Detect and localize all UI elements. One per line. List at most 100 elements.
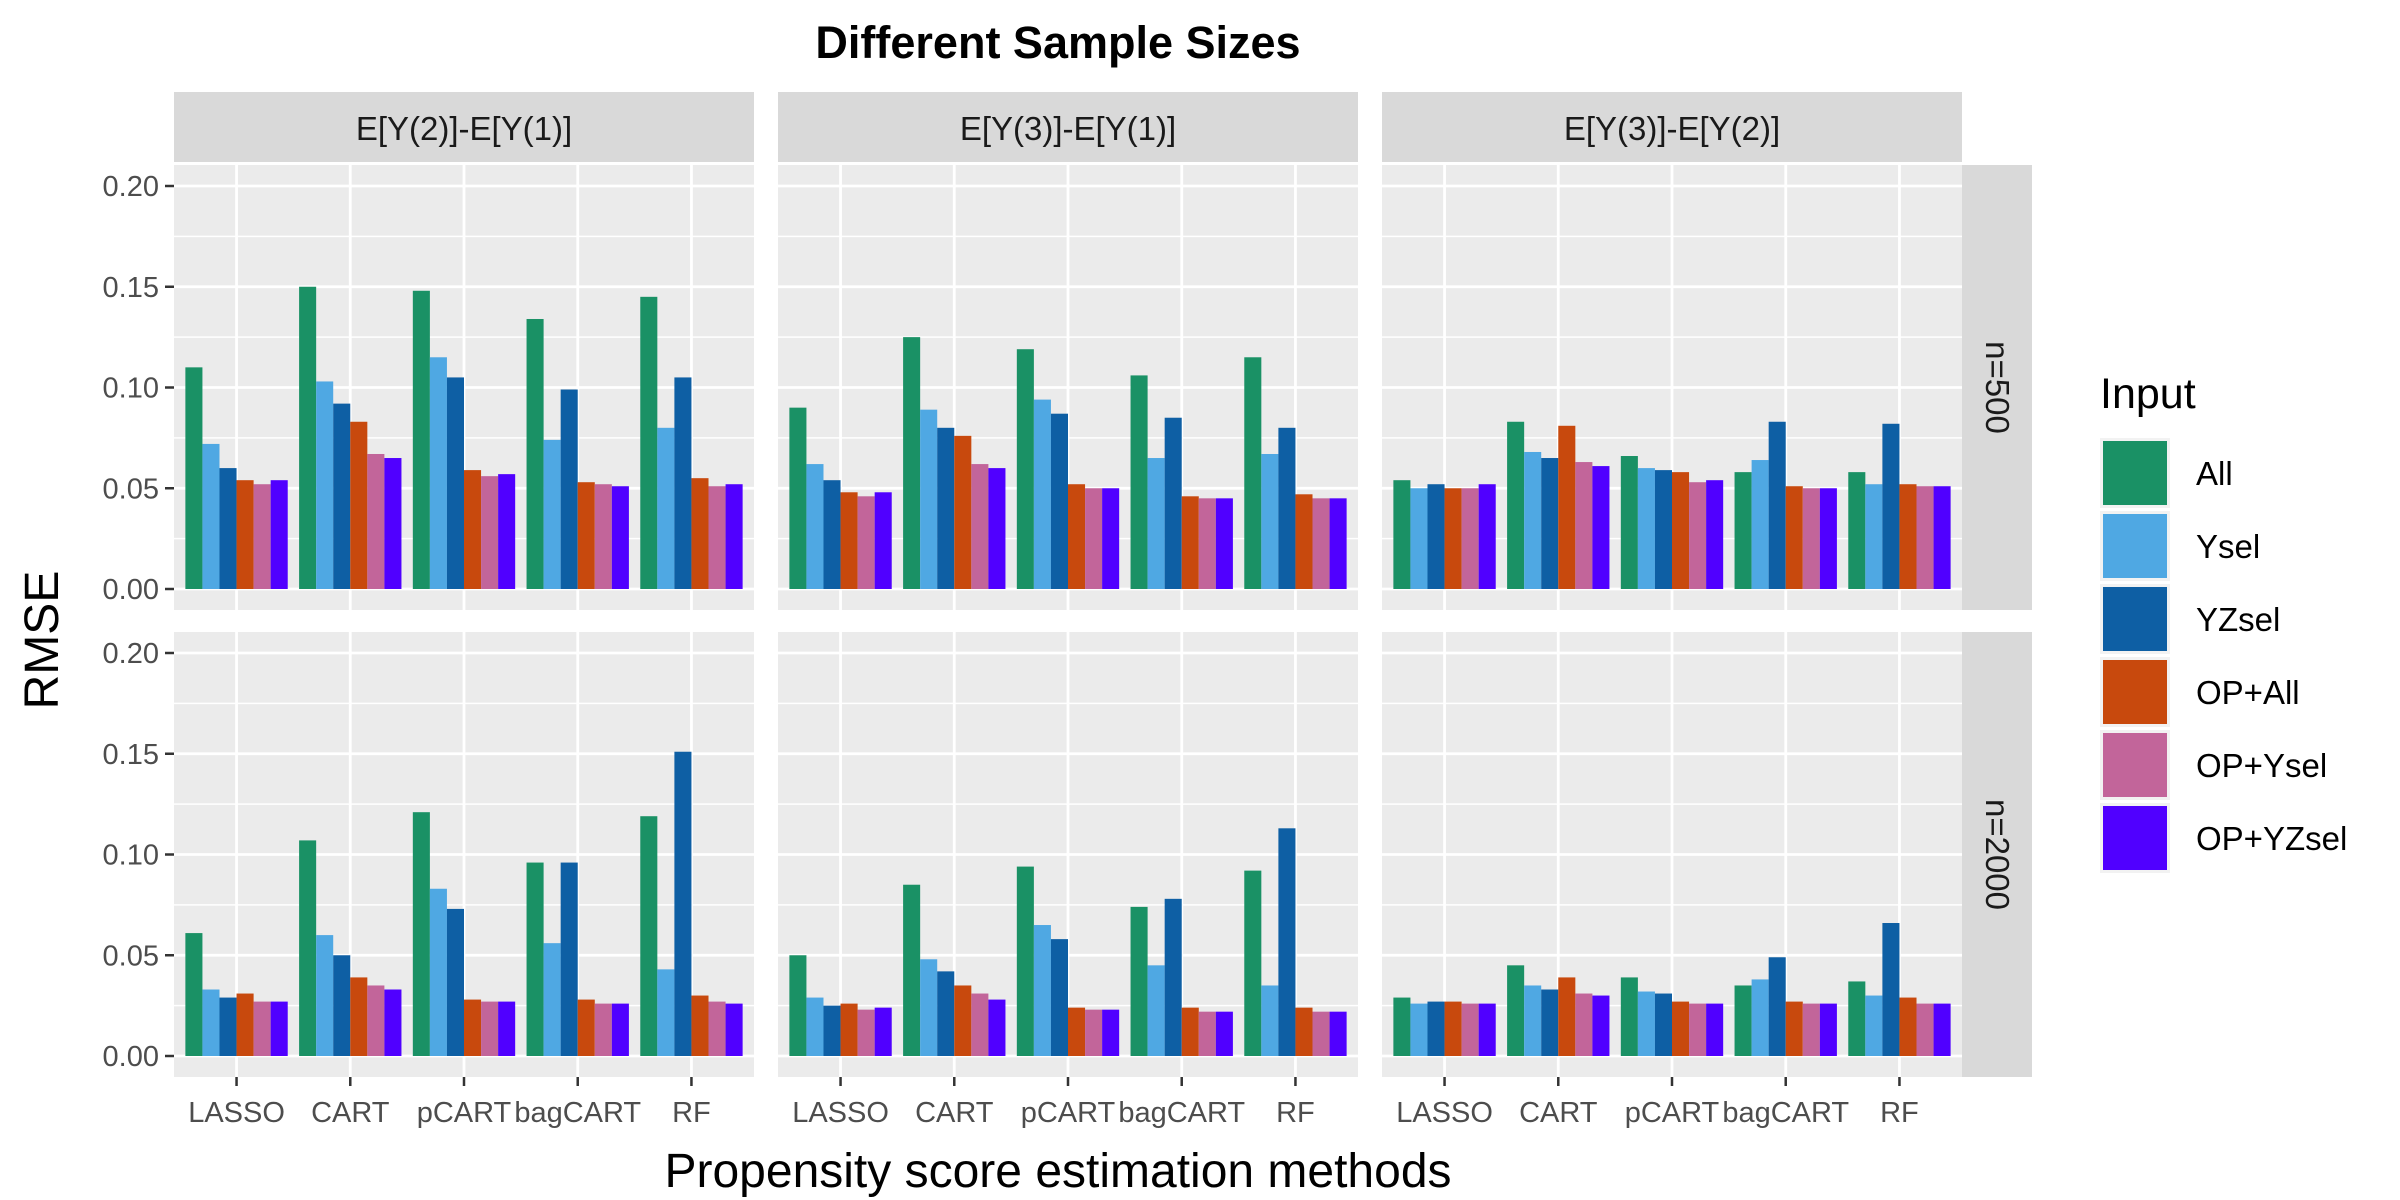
- y-axis-title: RMSE: [16, 571, 69, 710]
- bar-op-yzsel: [1102, 1009, 1120, 1056]
- bar-op-all: [350, 421, 368, 589]
- x-tick-label: pCART: [1625, 1097, 1720, 1129]
- bar-op-ysel: [1916, 1003, 1934, 1056]
- bar-op-yzsel: [611, 1003, 629, 1056]
- bar-all: [412, 812, 430, 1056]
- bar-op-all: [1444, 488, 1462, 589]
- bar-all: [1734, 985, 1752, 1056]
- bar-op-yzsel: [1706, 480, 1724, 589]
- bar-all: [1016, 866, 1034, 1056]
- bar-op-all: [577, 999, 595, 1056]
- bar-op-all: [1558, 425, 1576, 589]
- facet-strip-row-bg: [1962, 165, 2032, 610]
- bar-op-yzsel: [1478, 1003, 1496, 1056]
- x-tick-label: RF: [672, 1097, 711, 1129]
- bar-yzsel: [560, 862, 578, 1056]
- bar-yzsel: [219, 468, 237, 589]
- x-tick-label: LASSO: [792, 1097, 889, 1129]
- y-tick-label: 0.10: [103, 373, 159, 405]
- y-tick-label: 0.20: [103, 171, 159, 203]
- legend: All Ysel YZsel OP+All OP+Ysel OP+YZsel: [2100, 438, 2347, 873]
- bar-op-yzsel: [1819, 488, 1837, 589]
- bar-ysel: [1751, 460, 1769, 589]
- bar-ysel: [1751, 979, 1769, 1056]
- bar-op-ysel: [1689, 482, 1707, 589]
- bar-op-yzsel: [1215, 1011, 1233, 1056]
- legend-label: YZsel: [2196, 601, 2280, 638]
- bar-op-all: [577, 482, 595, 589]
- legend-swatch: [2103, 660, 2167, 724]
- bar-op-yzsel: [384, 458, 402, 589]
- bar-op-all: [1068, 484, 1086, 589]
- bar-op-ysel: [481, 1001, 499, 1056]
- bar-ysel: [202, 989, 220, 1056]
- bar-all: [1848, 472, 1866, 589]
- bar-op-ysel: [1085, 1009, 1103, 1056]
- bar-op-yzsel: [270, 1001, 288, 1056]
- bar-yzsel: [1050, 939, 1068, 1056]
- facet-strip-col-0: E[Y(2)]-E[Y(1)]: [174, 92, 754, 162]
- bar-op-yzsel: [384, 989, 402, 1056]
- bar-op-all: [954, 435, 972, 589]
- bar-op-all: [840, 492, 858, 589]
- bar-op-yzsel: [725, 1003, 743, 1056]
- bar-op-yzsel: [1329, 1011, 1347, 1056]
- bar-op-ysel: [367, 985, 385, 1056]
- bar-all: [903, 337, 921, 589]
- legend-title: Input: [2100, 370, 2196, 418]
- bar-op-ysel: [971, 464, 989, 589]
- bar-yzsel: [1654, 993, 1672, 1056]
- bar-op-yzsel: [988, 468, 1006, 589]
- bar-op-yzsel: [1592, 466, 1610, 589]
- bar-yzsel: [560, 389, 578, 589]
- x-tick-label: LASSO: [188, 1097, 285, 1129]
- legend-swatch: [2103, 587, 2167, 651]
- bar-op-yzsel: [988, 999, 1006, 1056]
- bar-ysel: [316, 935, 334, 1056]
- facet-strip-col-bg: [778, 92, 1358, 162]
- bar-op-all: [1068, 1007, 1086, 1056]
- bar-all: [1620, 977, 1638, 1056]
- bar-yzsel: [446, 908, 464, 1056]
- bar-yzsel: [446, 377, 464, 589]
- bar-op-yzsel: [498, 1001, 516, 1056]
- bar-op-all: [691, 478, 709, 589]
- bar-op-yzsel: [725, 484, 743, 589]
- chart-title: Different Sample Sizes: [815, 17, 1300, 68]
- bar-op-yzsel: [1329, 498, 1347, 589]
- bar-op-all: [1672, 472, 1690, 589]
- bar-all: [1016, 349, 1034, 589]
- bar-op-all: [236, 480, 254, 589]
- bar-ysel: [1865, 995, 1883, 1056]
- bar-op-ysel: [1802, 488, 1820, 589]
- facet-strip-col-1: E[Y(3)]-E[Y(1)]: [778, 92, 1358, 162]
- bar-op-all: [350, 977, 368, 1056]
- facet-strip-col-label: E[Y(2)]-E[Y(1)]: [356, 110, 572, 147]
- bar-ysel: [1524, 451, 1542, 589]
- bar-op-yzsel: [1215, 498, 1233, 589]
- bar-ysel: [1261, 985, 1279, 1056]
- bar-all: [1130, 375, 1148, 589]
- bar-op-ysel: [594, 484, 612, 589]
- legend-swatch: [2103, 733, 2167, 797]
- bar-ysel: [429, 888, 447, 1056]
- panel-r0-c1: [778, 165, 1358, 610]
- bar-op-ysel: [481, 476, 499, 589]
- bar-all: [526, 862, 544, 1056]
- y-tick-label: 0.15: [103, 272, 159, 304]
- bar-all: [640, 816, 658, 1056]
- facet-strip-col-label: E[Y(3)]-E[Y(2)]: [1564, 110, 1780, 147]
- bar-op-yzsel: [498, 474, 516, 589]
- legend-item-ysel: Ysel: [2100, 511, 2260, 581]
- bar-all: [526, 318, 544, 589]
- legend-item-yzsel: YZsel: [2100, 584, 2280, 654]
- bar-ysel: [806, 464, 824, 589]
- bar-op-ysel: [253, 1001, 271, 1056]
- bar-op-yzsel: [1478, 484, 1496, 589]
- bar-yzsel: [1427, 484, 1445, 589]
- bar-yzsel: [937, 427, 955, 589]
- bar-all: [1244, 870, 1262, 1056]
- bar-all: [789, 407, 807, 589]
